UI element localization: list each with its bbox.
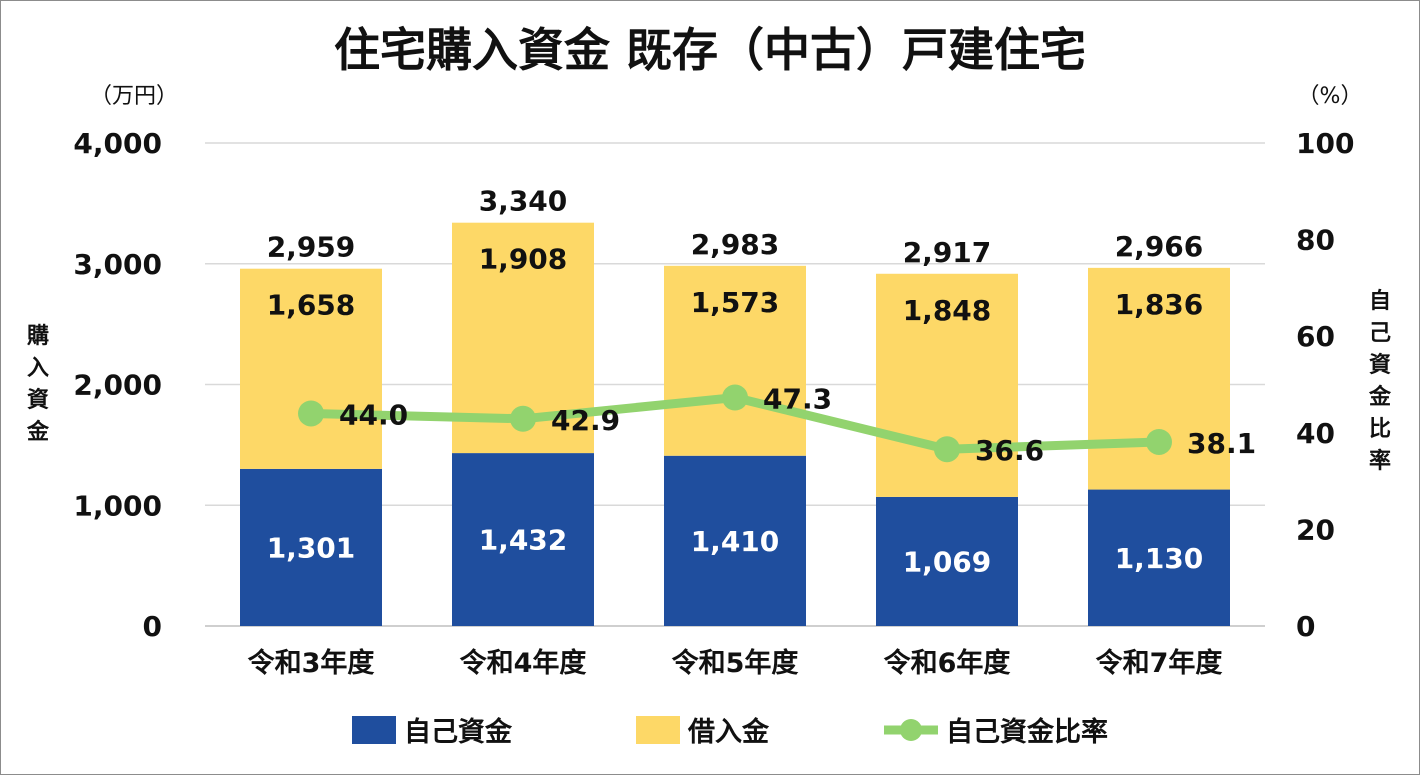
bar-own-funds [1088, 489, 1230, 626]
total-value-label: 2,983 [691, 228, 780, 261]
legend-swatch-loan [636, 716, 680, 744]
total-value-label: 3,340 [479, 185, 568, 218]
left-tick-label: 1,000 [73, 489, 162, 522]
own-funds-value-label: 1,432 [479, 524, 568, 557]
left-axis-title-char: 資 [27, 387, 49, 413]
bar-own-funds [240, 468, 382, 626]
loan-value-label: 1,848 [903, 294, 992, 327]
right-axis-title-char: 金 [1368, 384, 1392, 410]
right-axis-unit: （%） [1298, 84, 1363, 109]
loan-value-label: 1,836 [1115, 288, 1204, 321]
bar-loan [240, 268, 382, 469]
right-axis-title-char: 比 [1369, 417, 1391, 442]
right-axis-title-char: 己 [1369, 321, 1391, 346]
category-label: 令和3年度 [248, 647, 375, 679]
ratio-point [1146, 428, 1172, 455]
total-value-label: 2,966 [1115, 230, 1204, 263]
ratio-point [722, 384, 748, 411]
total-value-label: 2,917 [903, 236, 992, 269]
ratio-point [298, 400, 324, 427]
right-axis-title-char: 率 [1369, 448, 1391, 474]
left-axis-title-char: 金 [26, 419, 50, 445]
legend-swatch-ratio-marker [900, 719, 922, 741]
right-tick-label: 80 [1296, 224, 1335, 257]
category-label: 令和5年度 [672, 647, 799, 679]
ratio-value-label: 38.1 [1187, 427, 1256, 460]
bar-own-funds [876, 496, 1018, 626]
own-funds-value-label: 1,069 [903, 545, 992, 578]
total-value-label: 2,959 [267, 231, 356, 264]
legend-label-own-funds: 自己資金 [404, 716, 513, 748]
category-label: 令和7年度 [1096, 647, 1223, 679]
legend-label-loan: 借入金 [687, 716, 770, 748]
bar-own-funds [664, 455, 806, 626]
ratio-value-label: 44.0 [339, 398, 408, 431]
right-tick-label: 100 [1296, 127, 1354, 160]
right-tick-label: 20 [1296, 513, 1335, 546]
bar-own-funds [452, 453, 594, 626]
category-label: 令和4年度 [460, 647, 587, 679]
ratio-point [510, 405, 536, 432]
left-tick-label: 3,000 [73, 248, 162, 281]
loan-value-label: 1,658 [267, 289, 356, 322]
right-tick-label: 40 [1296, 417, 1335, 450]
left-tick-label: 0 [143, 610, 162, 643]
left-axis-title-char: 入 [27, 356, 49, 381]
legend-swatch-own-funds [352, 716, 396, 744]
own-funds-value-label: 1,130 [1115, 542, 1204, 575]
right-tick-label: 0 [1296, 610, 1315, 643]
right-axis-title-char: 資 [1369, 352, 1391, 378]
left-tick-label: 2,000 [73, 369, 162, 402]
ratio-value-label: 42.9 [551, 404, 620, 437]
own-funds-value-label: 1,301 [267, 531, 356, 564]
ratio-value-label: 47.3 [763, 383, 832, 416]
left-tick-label: 4,000 [73, 127, 162, 160]
legend-label-ratio: 自己資金比率 [946, 716, 1108, 748]
ratio-point [934, 436, 960, 463]
left-axis-title-char: 購 [27, 324, 49, 349]
right-tick-label: 60 [1296, 320, 1335, 353]
bar-loan [664, 265, 806, 456]
loan-value-label: 1,573 [691, 286, 780, 319]
chart-title: 住宅購入資金 既存（中古）戸建住宅 [334, 23, 1086, 77]
ratio-value-label: 36.6 [975, 434, 1044, 467]
loan-value-label: 1,908 [479, 243, 568, 276]
category-label: 令和6年度 [884, 647, 1011, 679]
left-axis-unit: （万円） [90, 84, 178, 109]
own-funds-value-label: 1,410 [691, 525, 780, 558]
right-axis-title-char: 自 [1369, 288, 1391, 314]
